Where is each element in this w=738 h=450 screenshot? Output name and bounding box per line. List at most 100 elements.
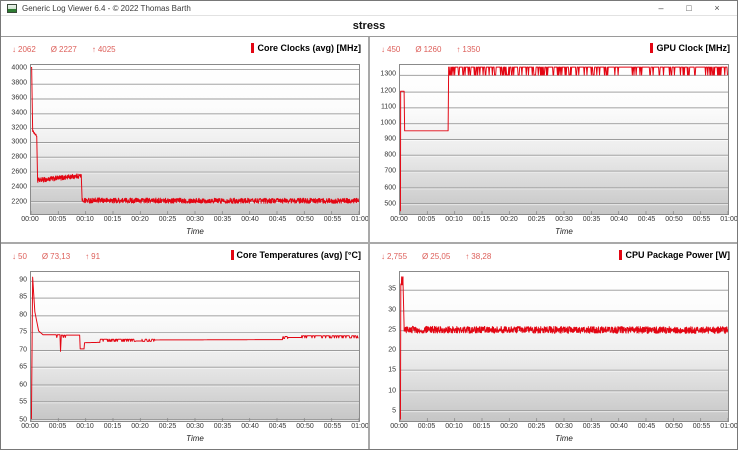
chart-grid: ↓ 2062 Ø 2227 ↑ 4025 Core Clocks (avg) [MHz… [1,37,737,449]
stat-max-value: 91 [91,252,101,261]
x-tick-label: 00:00 [390,423,408,430]
x-tick-label: 00:00 [21,216,39,223]
x-tick-label: 00:55 [692,216,711,223]
x-axis-labels: 00:00 00:05 00:10 00:15 00:20 00:25 00:30 00:35… [21,423,368,433]
stat-max: ↑ 4025 [92,45,116,54]
log-header: stress [1,16,737,37]
plot-area[interactable] [30,271,360,422]
max-arrow-icon: ↑ [91,45,96,54]
x-tick-label: 00:40 [610,423,628,430]
x-axis-labels: 00:00 00:05 00:10 00:15 00:20 00:25 00:30 00:35… [390,423,737,433]
x-tick-label: 00:45 [268,216,287,223]
x-tick-label: 00:25 [158,216,177,223]
y-axis-labels: 500 600 700 800 900 1000 1100 1200 1300 [376,64,399,215]
avg-icon: Ø [422,252,429,261]
x-tick-label: 00:20 [131,216,149,223]
y-tick-label: 85 [19,293,27,301]
stat-avg-value: 25,05 [430,252,451,261]
min-arrow-icon: ↓ [12,45,16,54]
stat-avg-value: 2227 [59,45,77,54]
y-tick-label: 10 [388,387,396,395]
chart-title: Core Clocks (avg) [MHz] [251,43,361,53]
x-tick-label: 00:50 [665,216,683,223]
y-axis-labels: 2200 2400 2600 2800 3000 3200 3400 3600 3800 4000 [7,64,30,215]
x-tick-label: 00:00 [390,216,408,223]
stat-max-value: 38,28 [471,252,492,261]
y-tick-label: 20 [388,346,396,354]
y-tick-label: 700 [384,167,396,175]
x-tick-label: 00:20 [131,423,149,430]
stat-avg-value: 1260 [423,45,442,54]
log-name: stress [352,20,386,32]
stat-min: ↓ 50 [12,252,27,261]
y-tick-label: 60 [19,381,27,389]
x-tick-label: 00:35 [582,423,601,430]
x-tick-label: 00:10 [445,423,463,430]
plot-area[interactable] [30,64,360,215]
stat-avg: Ø 73,13 [42,252,70,261]
x-axis-title: Time [555,434,573,443]
x-tick-label: 00:10 [445,216,463,223]
x-tick-label: 00:45 [637,216,656,223]
y-tick-label: 70 [19,346,27,354]
avg-icon: Ø [50,45,58,54]
y-tick-label: 55 [19,398,27,406]
y-tick-label: 3800 [11,79,27,87]
y-tick-label: 800 [384,151,396,159]
stat-min-value: 2062 [18,45,36,54]
y-tick-label: 30 [388,306,396,314]
x-axis-labels: 00:00 00:05 00:10 00:15 00:20 00:25 00:30 00:35… [390,216,737,226]
y-tick-label: 65 [19,363,27,371]
x-tick-label: 01:00 [351,216,368,223]
x-tick-label: 00:20 [500,216,518,223]
min-arrow-icon: ↓ [12,252,16,261]
x-tick-label: 00:30 [555,216,573,223]
stat-max-value: 1350 [462,45,481,54]
y-tick-label: 3600 [11,94,27,102]
y-tick-label: 90 [19,276,27,284]
x-axis-title: Time [186,227,204,236]
x-tick-label: 00:10 [76,216,94,223]
x-tick-label: 00:15 [103,423,122,430]
y-tick-label: 2600 [11,168,27,176]
stat-max-value: 4025 [97,45,116,54]
x-tick-label: 00:30 [555,423,573,430]
minimize-button[interactable]: – [658,3,664,13]
title-bar[interactable]: Generic Log Viewer 6.4 - © 2022 Thomas B… [1,1,737,16]
x-tick-label: 00:05 [417,423,436,430]
window-title: Generic Log Viewer 6.4 - © 2022 Thomas B… [22,3,191,13]
chart-title: GPU Clock [MHz] [650,43,730,53]
stat-min-value: 450 [387,45,401,54]
stat-avg-value: 73,13 [50,252,71,261]
chart-panel-core-clocks: ↓ 2062 Ø 2227 ↑ 4025 Core Clocks (avg) [MHz… [1,37,368,242]
x-tick-label: 00:05 [48,216,67,223]
chart-panel-cpu-package-power: ↓ 2,755 Ø 25,05 ↑ 38,28 CPU Package Power [… [370,244,737,449]
x-tick-label: 00:50 [665,423,683,430]
y-tick-label: 500 [384,200,396,208]
stat-max: ↑ 1350 [456,45,480,54]
y-tick-label: 1300 [380,70,396,78]
series-color-marker [230,250,234,260]
plot-area[interactable] [399,271,729,422]
maximize-button[interactable]: □ [686,3,692,13]
stat-max: ↑ 91 [85,252,100,261]
y-tick-label: 3000 [11,138,27,146]
chart-stats: ↓ 2,755 Ø 25,05 ↑ 38,28 [381,252,491,261]
max-arrow-icon: ↑ [465,252,470,261]
x-tick-label: 00:15 [103,216,122,223]
x-tick-label: 00:50 [296,423,314,430]
chart-panel-gpu-clock: ↓ 450 Ø 1260 ↑ 1350 GPU Clock [MHz] 500 600 7… [370,37,737,242]
chart-stats: ↓ 2062 Ø 2227 ↑ 4025 [12,45,116,54]
y-tick-label: 1100 [380,103,396,111]
x-tick-label: 00:25 [527,216,546,223]
y-tick-label: 1200 [380,87,396,95]
x-tick-label: 00:45 [268,423,287,430]
x-tick-label: 00:30 [186,216,204,223]
x-tick-label: 00:25 [527,423,546,430]
x-axis-title: Time [186,434,204,443]
x-tick-label: 00:55 [323,216,342,223]
close-button[interactable]: × [714,3,720,13]
x-tick-label: 00:15 [472,216,491,223]
plot-area[interactable] [399,64,729,215]
y-axis-labels: 50 55 60 65 70 75 80 85 90 [7,271,30,423]
